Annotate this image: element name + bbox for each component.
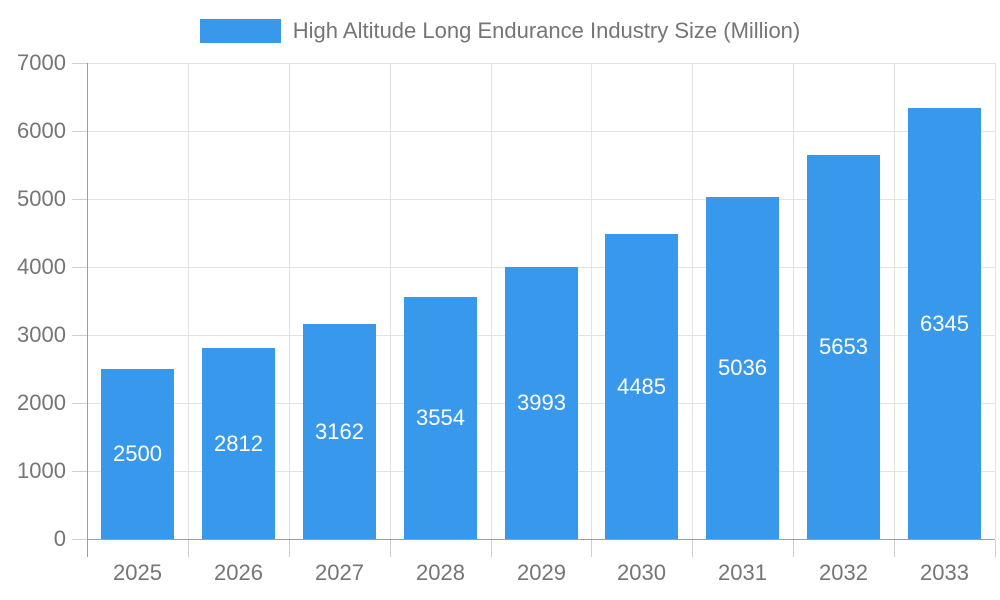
y-tick-mark	[72, 199, 87, 200]
y-axis-tick-label: 4000	[17, 254, 66, 279]
y-axis-tick-label: 7000	[17, 50, 66, 75]
y-tick-mark	[72, 131, 87, 132]
x-axis-tick-label: 2031	[718, 560, 767, 585]
h-gridline	[87, 199, 995, 200]
y-tick-mark	[72, 403, 87, 404]
x-tick-mark	[894, 540, 895, 557]
legend: High Altitude Long Endurance Industry Si…	[0, 18, 1000, 44]
bar[interactable]	[706, 197, 779, 539]
bar[interactable]	[101, 369, 174, 539]
bar[interactable]	[908, 108, 981, 539]
x-tick-mark	[491, 540, 492, 557]
x-tick-mark	[188, 540, 189, 557]
y-axis-tick-label: 0	[53, 526, 66, 551]
y-tick-mark	[72, 539, 87, 540]
y-tick-mark	[72, 335, 87, 336]
bar[interactable]	[404, 297, 477, 539]
x-axis-tick-label: 2029	[517, 560, 566, 585]
v-gridline	[995, 63, 996, 539]
x-axis-tick-label: 2028	[416, 560, 465, 585]
v-gridline	[692, 63, 693, 539]
v-gridline	[390, 63, 391, 539]
x-tick-mark	[793, 540, 794, 557]
bar-value-label: 5036	[718, 355, 767, 380]
bar[interactable]	[202, 348, 275, 539]
x-tick-mark	[390, 540, 391, 557]
bar[interactable]	[303, 324, 376, 539]
x-axis-tick-label: 2027	[315, 560, 364, 585]
x-tick-mark	[692, 540, 693, 557]
h-gridline	[87, 131, 995, 132]
y-axis-tick-label: 1000	[17, 458, 66, 483]
legend-label[interactable]: High Altitude Long Endurance Industry Si…	[292, 18, 801, 43]
bar-value-label: 3162	[315, 419, 364, 444]
bar[interactable]	[605, 234, 678, 539]
x-axis-tick-label: 2030	[617, 560, 666, 585]
v-gridline	[591, 63, 592, 539]
x-axis-tick-label: 2032	[819, 560, 868, 585]
bar-value-label: 5653	[819, 334, 868, 359]
x-axis-tick-label: 2025	[113, 560, 162, 585]
v-gridline	[491, 63, 492, 539]
y-axis-tick-label: 5000	[17, 186, 66, 211]
bar-value-label: 2812	[214, 431, 263, 456]
h-gridline	[87, 63, 995, 64]
y-axis-tick-label: 3000	[17, 322, 66, 347]
x-axis-tick-label: 2026	[214, 560, 263, 585]
v-gridline	[894, 63, 895, 539]
v-gridline	[289, 63, 290, 539]
y-axis-line	[87, 63, 88, 557]
bar-value-label: 6345	[920, 311, 969, 336]
v-gridline	[793, 63, 794, 539]
bar[interactable]	[807, 155, 880, 539]
x-tick-mark	[995, 540, 996, 557]
bar-value-label: 4485	[617, 374, 666, 399]
x-axis-tick-label: 2033	[920, 560, 969, 585]
bar-value-label: 2500	[113, 441, 162, 466]
x-tick-mark	[591, 540, 592, 557]
x-axis-line	[87, 539, 995, 540]
bar-value-label: 3554	[416, 405, 465, 430]
y-tick-mark	[72, 471, 87, 472]
y-axis-tick-label: 6000	[17, 118, 66, 143]
y-tick-mark	[72, 63, 87, 64]
y-tick-mark	[72, 267, 87, 268]
v-gridline	[188, 63, 189, 539]
bar-value-label: 3993	[517, 390, 566, 415]
legend-swatch[interactable]	[199, 19, 281, 43]
y-axis-tick-label: 2000	[17, 390, 66, 415]
x-tick-mark	[289, 540, 290, 557]
bar[interactable]	[505, 267, 578, 539]
